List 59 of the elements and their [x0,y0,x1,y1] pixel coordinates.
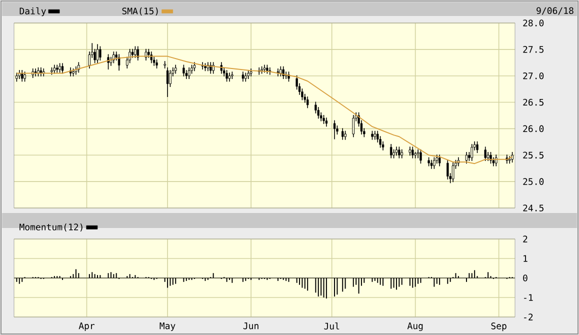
y-tick-label: 0 [523,274,528,282]
y-tick-label: 26.0 [523,125,544,132]
candlestick [352,114,355,138]
x-tick-label: Sep [491,322,506,332]
y-tick-label: 24.5 [523,204,544,212]
candlestick [279,66,282,77]
y-tick-label: 2 [523,236,528,242]
y-tick-label: 1 [524,255,528,262]
candlestick [188,66,190,80]
x-tick-label: May [160,322,176,331]
candlestick [476,140,478,154]
candlestick [446,159,449,180]
y-tick-label: -2 [524,314,533,320]
y-tick-label: 27.0 [523,72,544,80]
candlestick [416,148,420,159]
candlestick [242,71,244,82]
candlestick [333,120,336,140]
legend-label: Daily [20,7,46,16]
candlestick [390,144,392,159]
candlestick [465,152,468,164]
y-tick-label: 25.0 [523,178,544,185]
x-tick-label: Jun [243,322,258,330]
candlestick [412,146,414,159]
candlestick [99,46,102,61]
legend-label: SMA(15) [122,7,158,16]
x-tick-label: Jul [324,322,340,330]
candlestick [342,128,344,140]
candlestick [166,66,169,98]
candlestick [24,71,26,82]
candlestick [118,54,120,71]
x-tick-label: Apr [78,322,95,331]
candlestick [470,144,474,162]
candlestick [107,54,110,70]
candlestick [136,46,140,61]
candlestick [484,146,486,162]
candlestick [452,162,454,182]
candlestick [398,146,400,159]
candlestick [306,96,309,108]
candlestick [58,62,61,74]
candlestick [21,70,24,82]
candlestick [420,148,422,164]
y-tick-label: 25.5 [523,152,544,159]
candlestick [226,70,228,82]
x-tick-label: Aug [407,322,423,332]
candlestick [494,154,498,167]
y-tick-label: 27.5 [523,46,544,53]
candlestick [182,64,185,77]
candlestick [150,51,152,64]
candlestick [438,154,441,167]
candlestick [134,46,136,58]
candlestick [169,70,172,88]
legend-label: Momentum(12) [20,223,82,232]
candlestick [432,156,436,170]
candlestick [96,44,99,64]
y-tick-label: -1 [524,294,533,301]
text: 9/06/18 [536,7,574,15]
y-tick-label: 26.5 [523,98,544,106]
candlestick [282,66,284,80]
y-tick-label: 28.0 [523,20,544,26]
